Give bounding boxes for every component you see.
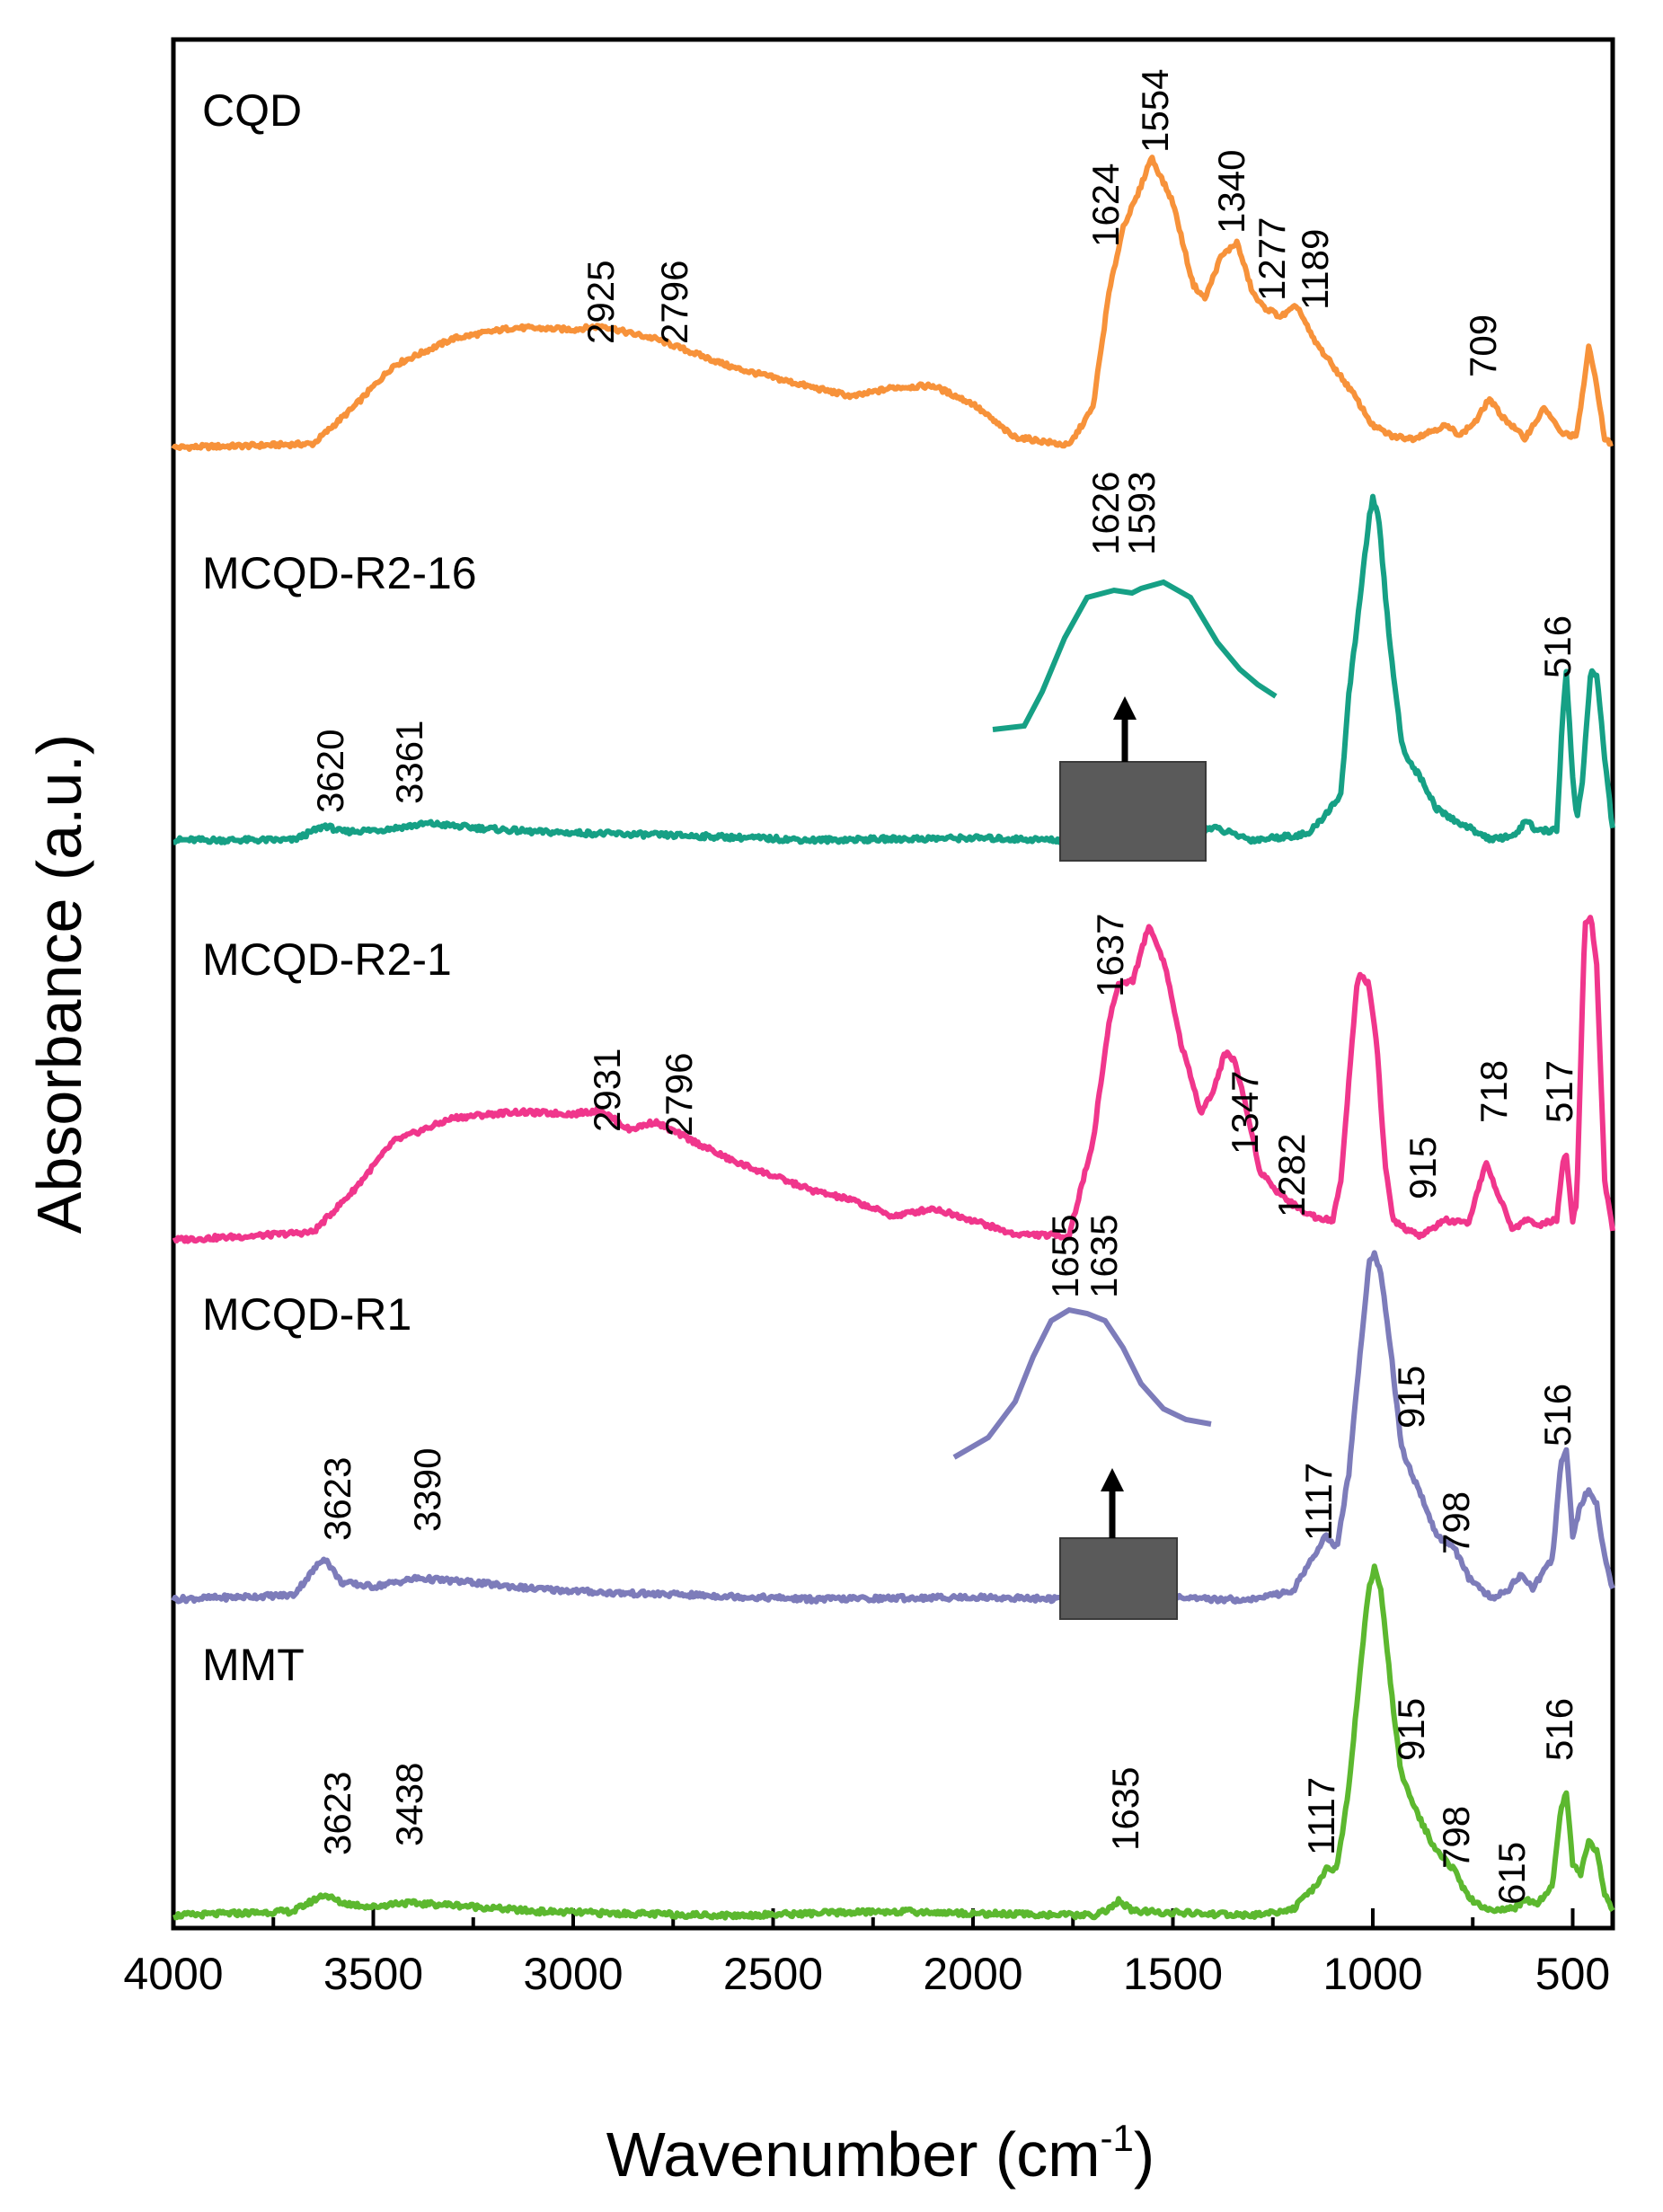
peak-label-mcqd-r2-1: 2931 [586, 1048, 628, 1132]
x-tick-label: 2500 [723, 1949, 823, 1999]
zoom-arrow-head [1101, 1468, 1124, 1491]
x-tick-label: 500 [1535, 1949, 1610, 1999]
peak-label-mmt: 915 [1390, 1698, 1432, 1761]
zoom-box [1059, 761, 1207, 862]
peak-label-mcqd-r2-16: 3620 [309, 730, 351, 813]
x-tick-label: 1500 [1123, 1949, 1223, 1999]
peak-label-cqd: 1189 [1294, 229, 1336, 310]
curve-mcqd-r1 [171, 1250, 1615, 1605]
inset-peak-label: 1635 [1083, 1215, 1125, 1298]
peak-label-mcqd-r1: 798 [1435, 1491, 1477, 1554]
zoom-arrow-head [1113, 696, 1137, 720]
peak-label-mcqd-r2-1: 517 [1538, 1060, 1580, 1123]
curve-mmt [172, 1563, 1615, 1921]
peak-label-mcqd-r1: 915 [1390, 1366, 1432, 1429]
peak-label-cqd: 1624 [1084, 164, 1127, 247]
peak-label-mcqd-r2-1: 1282 [1270, 1134, 1313, 1217]
series-label-mcqd-r2-1: MCQD-R2-1 [202, 934, 452, 985]
plot-frame [171, 37, 1615, 1931]
inset-peak-label: 1626 [1084, 472, 1127, 555]
zoom-box [1059, 1537, 1178, 1620]
peak-label-mcqd-r2-1: 915 [1402, 1137, 1444, 1199]
peak-label-mcqd-r1: 3390 [406, 1448, 448, 1532]
peak-label-cqd: 709 [1462, 314, 1504, 377]
peak-label-cqd: 2925 [579, 261, 622, 344]
peak-label-mcqd-r2-1: 1637 [1089, 914, 1131, 997]
series-label-cqd: CQD [202, 85, 302, 136]
inset-curve [952, 1306, 1212, 1460]
inset-peak-label: 1593 [1120, 472, 1163, 555]
peak-label-mmt: 516 [1538, 1698, 1580, 1761]
curve-cqd [171, 155, 1614, 452]
series-label-mcqd-r1: MCQD-R1 [202, 1289, 411, 1340]
peak-label-mcqd-r2-1: 2796 [658, 1053, 700, 1137]
peak-label-mcqd-r1: 1117 [1297, 1463, 1340, 1541]
x-tick-label: 2000 [923, 1949, 1022, 1999]
peak-label-mmt: 3623 [316, 1772, 358, 1855]
series-labels: CQD MCQD-R2-16 MCQD-R2-1 MCQD-R1 MMT [202, 85, 477, 1690]
x-axis-title: Wavenumber (cm-1) [606, 2117, 1154, 2190]
peak-label-cqd: 1554 [1134, 69, 1176, 153]
series-label-mmt: MMT [202, 1640, 305, 1690]
x-tick-label: 4000 [123, 1949, 223, 1999]
peak-label-mmt: 798 [1435, 1806, 1477, 1869]
inset-peak-label: 1655 [1044, 1215, 1086, 1298]
peak-label-mcqd-r2-1: 1347 [1224, 1071, 1266, 1155]
series-label-mcqd-r2-16: MCQD-R2-16 [202, 548, 477, 598]
peak-label-mcqd-r1: 3623 [316, 1457, 358, 1541]
peak-label-mmt: 615 [1491, 1842, 1533, 1905]
peak-label-mcqd-r2-16: 516 [1536, 615, 1579, 678]
peak-label-mmt: 1117 [1300, 1777, 1342, 1855]
peak-label-mcqd-r2-16: 3361 [388, 721, 430, 804]
series-curves [171, 155, 1615, 1921]
peak-label-cqd: 1277 [1251, 217, 1293, 301]
peak-label-mcqd-r1: 516 [1536, 1384, 1579, 1447]
peak-label-mmt: 3438 [388, 1763, 430, 1846]
x-tick-label: 3500 [323, 1949, 423, 1999]
x-tick-label: 1000 [1322, 1949, 1422, 1999]
peak-label-mmt: 1635 [1104, 1767, 1146, 1851]
x-axis-tick-labels: 4000 3500 3000 2500 2000 1500 1000 500 [123, 1949, 1610, 1999]
x-tick-label: 3000 [523, 1949, 623, 1999]
peak-label-cqd: 1340 [1210, 150, 1252, 234]
curve-mcqd-r2-1 [172, 915, 1615, 1244]
curve-mcqd-r2-16 [172, 493, 1615, 845]
peak-label-mcqd-r2-1: 718 [1473, 1060, 1515, 1123]
peak-label-cqd: 2796 [653, 261, 695, 344]
inset-curve [992, 579, 1278, 732]
y-axis-title: Absorbance (a.u.) [24, 734, 94, 1234]
